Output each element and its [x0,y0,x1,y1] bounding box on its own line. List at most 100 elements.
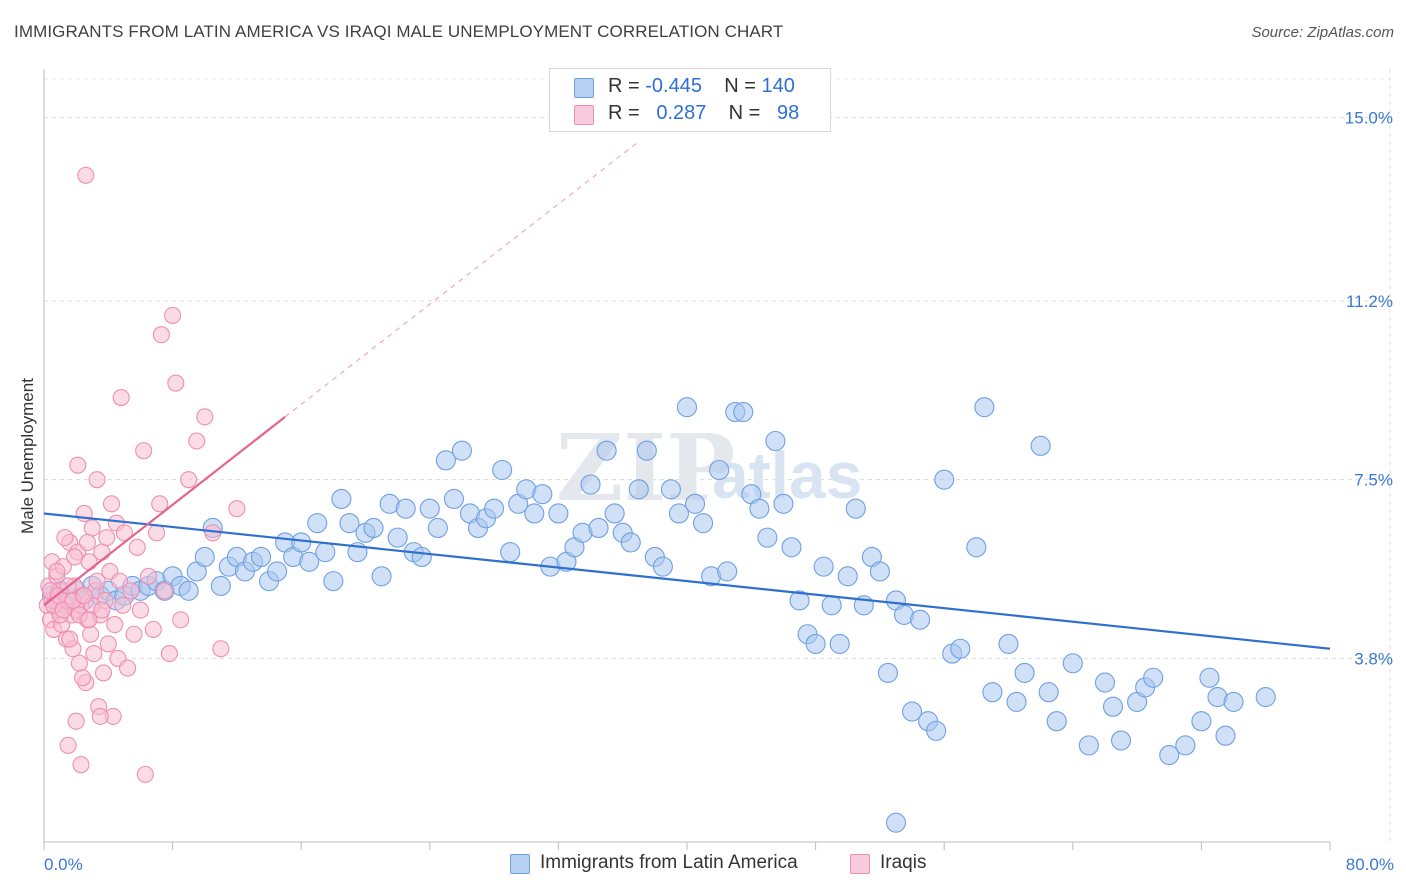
point-latin-america [435,450,456,471]
point-latin-america [1006,691,1027,712]
point-latin-america [548,503,569,524]
trend-line-latin-america [43,512,1331,650]
n-label: N = [728,102,761,124]
point-latin-america [500,542,521,563]
point-latin-america [636,440,657,461]
point-iraqis [75,587,93,605]
point-latin-america [805,633,826,654]
point-iraqis [88,471,106,489]
bottom-legend-label: Iraqis [880,852,927,873]
point-latin-america [709,459,730,481]
point-latin-america [1062,653,1083,674]
point-iraqis [119,659,137,677]
point-latin-america [998,633,1019,654]
point-iraqis [188,432,206,450]
point-iraqis [80,611,98,629]
point-iraqis [196,408,214,426]
r-value: 0.287 [656,102,707,124]
n-label: N = [724,75,756,97]
point-iraqis [152,326,170,344]
trend-extension-iraqis [284,140,640,418]
point-iraqis [56,529,74,547]
point-latin-america [717,561,738,582]
point-latin-america [411,546,432,568]
point-latin-america [492,459,513,481]
point-latin-america [781,537,802,558]
point-iraqis [115,524,133,542]
point-latin-america [733,401,754,423]
watermark: ZIP atlas [556,414,862,522]
point-iraqis [164,306,182,324]
y-tick-label: 3.8% [1354,649,1393,668]
point-latin-america [1046,711,1067,732]
point-iraqis [85,645,103,663]
point-latin-america [789,590,810,611]
point-iraqis [212,640,230,658]
r-label: R = [608,75,640,97]
point-latin-america [877,662,898,683]
point-latin-america [307,513,328,534]
point-iraqis [144,620,162,638]
point-latin-america [821,595,842,616]
point-latin-america [926,720,947,741]
point-latin-america [869,561,890,582]
point-latin-america [1038,682,1059,703]
point-latin-america [484,498,505,519]
point-latin-america [620,532,641,553]
point-iraqis [70,654,88,672]
bottom-legend-swatch-blue [510,854,530,874]
point-iraqis [65,548,84,566]
bottom-legend-label: Immigrants from Latin America [540,852,798,873]
point-iraqis [136,765,154,783]
point-iraqis [99,635,117,653]
point-latin-america [845,498,866,519]
point-latin-america [901,701,923,722]
axis-layer [43,69,1331,850]
y-tick-label: 15.0% [1345,108,1393,127]
point-latin-america [580,474,601,495]
source-credit: Source: ZipAtlas.com [1251,24,1394,41]
point-latin-america [829,633,850,654]
chart-title: IMMIGRANTS FROM LATIN AMERICA VS IRAQI M… [14,22,784,41]
points-layer [38,166,1276,833]
point-iraqis [156,582,174,600]
point-latin-america [427,517,448,539]
point-latin-america [588,517,609,539]
point-iraqis [59,736,77,754]
legend-swatch-pink [574,105,594,125]
point-latin-america [676,397,698,418]
point-latin-america [291,532,312,553]
point-latin-america [178,580,199,601]
point-iraqis [69,456,87,474]
point-latin-america [910,609,931,630]
point-latin-america [387,527,408,548]
point-latin-america [363,517,384,539]
point-iraqis [82,625,100,643]
point-latin-america [339,513,360,534]
point-iraqis [91,707,109,725]
point-latin-america [210,575,231,596]
trend-layer [43,140,1331,650]
point-iraqis [139,567,158,585]
point-iraqis [93,543,111,561]
point-iraqis [88,572,106,590]
point-latin-america [660,479,681,500]
point-latin-america [1223,691,1244,712]
point-iraqis [112,388,130,407]
point-iraqis [135,442,153,460]
trend-line-iraqis [43,415,286,607]
point-iraqis [106,616,124,634]
point-latin-america [1191,711,1212,732]
y-axis-label: Male Unemployment [18,378,37,534]
point-latin-america [885,812,907,833]
bottom-legend-swatch-pink [850,854,870,874]
point-iraqis [122,582,140,600]
n-value: 98 [777,102,800,124]
point-latin-america [194,546,215,568]
point-latin-america [757,527,778,548]
point-latin-america [524,503,545,524]
point-iraqis [172,611,190,629]
point-iraqis [160,645,178,663]
legend-text: R = 0.287 N = 98 [608,102,799,125]
point-latin-america [596,440,617,461]
